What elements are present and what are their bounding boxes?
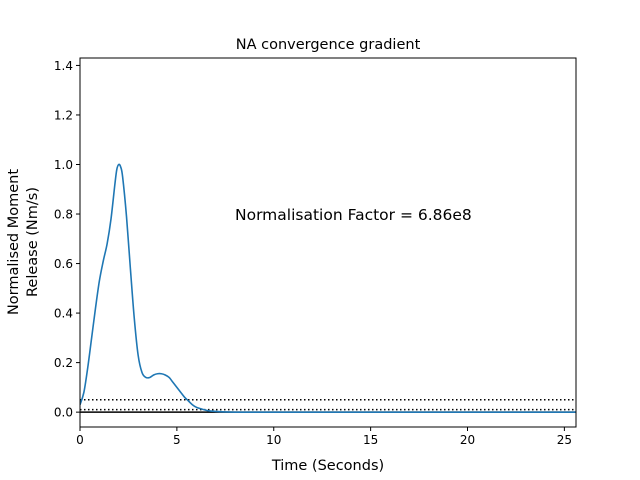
- y-axis-label-line-2: Release (Nm/s): [25, 187, 41, 297]
- y-tick-label-0.4: 0.4: [54, 307, 73, 321]
- y-tick-label-1.0: 1.0: [54, 158, 73, 172]
- x-tick-label-25: 25: [557, 433, 572, 447]
- y-axis-label-line-1: Normalised Moment: [6, 169, 22, 315]
- y-tick-label-0.8: 0.8: [54, 208, 73, 222]
- x-axis-label: Time (Seconds): [271, 458, 384, 474]
- x-tick-label-15: 15: [363, 433, 378, 447]
- plot-lines: [80, 163, 576, 413]
- x-tick-label-5: 5: [173, 433, 181, 447]
- x-tick-label-0: 0: [76, 433, 84, 447]
- plot-area: 0 5 10 15 20 25 0.0 0.2 0.4 0.6 0.8 1.0 1.2 1.4: [54, 57, 577, 447]
- normalisation-annotation: Normalisation Factor = 6.86e8: [235, 206, 472, 224]
- chart-title: NA convergence gradient: [236, 37, 421, 53]
- x-tick-label-10: 10: [266, 433, 281, 447]
- y-tick-label-0.2: 0.2: [54, 356, 73, 370]
- y-tick-label-1.4: 1.4: [54, 59, 73, 73]
- y-tick-label-1.2: 1.2: [54, 108, 73, 122]
- series-line-1: [80, 163, 576, 413]
- y-tick-label-0.6: 0.6: [54, 257, 73, 271]
- axes-frame: [79, 57, 577, 428]
- y-axis-label: Normalised Moment Release (Nm/s): [6, 169, 41, 315]
- x-tick-label-20: 20: [460, 433, 475, 447]
- y-tick-label-0.0: 0.0: [54, 406, 73, 420]
